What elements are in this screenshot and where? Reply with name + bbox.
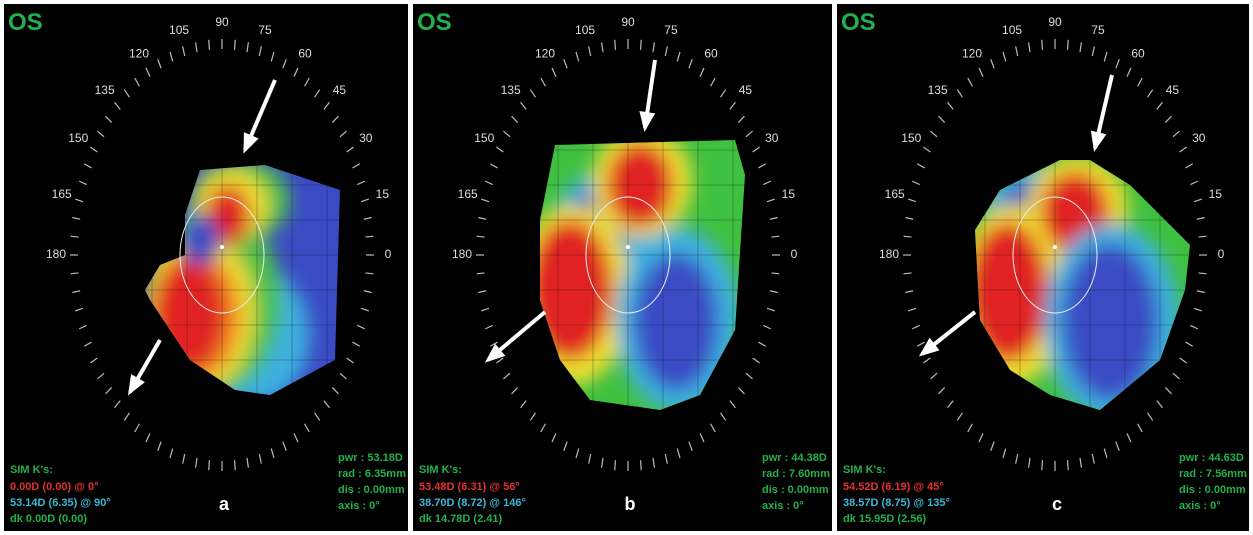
dial-tick xyxy=(1042,460,1043,470)
dial-label: 180 xyxy=(879,247,899,261)
dial-label: 15 xyxy=(1209,187,1223,201)
dial-label: 120 xyxy=(535,46,555,60)
eye-label: OS xyxy=(8,9,43,36)
dial-tick xyxy=(1042,40,1043,50)
dial-label: 30 xyxy=(1192,131,1206,145)
dial-label: 165 xyxy=(52,187,72,201)
dial-label: 30 xyxy=(765,131,779,145)
info-line: pwr : 44.38D xyxy=(762,452,827,464)
dial-label: 90 xyxy=(621,15,635,29)
info-line: rad : 7.56mm xyxy=(1179,468,1247,480)
sim-k-line: 53.48D (6.31) @ 56° xyxy=(419,481,520,493)
dial-tick xyxy=(641,40,642,50)
dial-label: 60 xyxy=(298,46,312,60)
dial-label: 60 xyxy=(1131,46,1145,60)
panel-letter: b xyxy=(625,494,636,514)
sim-k-line: 0.00D (0.00) @ 0° xyxy=(10,481,99,493)
sim-k-line: dk 0.00D (0.00) xyxy=(10,513,87,525)
dial-label: 120 xyxy=(129,46,149,60)
dial-label: 120 xyxy=(962,46,982,60)
sim-k-title: SIM K's: xyxy=(843,464,886,476)
center-mark xyxy=(626,245,630,249)
dial-label: 150 xyxy=(901,131,921,145)
dial-label: 105 xyxy=(169,23,189,37)
dial-label: 180 xyxy=(452,247,472,261)
dial-tick xyxy=(235,460,236,470)
map-zone xyxy=(180,215,220,265)
info-line: axis : 0° xyxy=(338,500,380,512)
dial-label: 90 xyxy=(215,15,229,29)
dial-label: 165 xyxy=(458,187,478,201)
dial-label: 60 xyxy=(704,46,718,60)
dial-label: 180 xyxy=(46,247,66,261)
map-zone xyxy=(634,254,718,390)
dial-label: 90 xyxy=(1048,15,1062,29)
topography-panel: 0 15 30 45 60 75 90 105 120 135 150 165 180 OS SIM K's… xyxy=(837,0,1249,535)
dial-label: 45 xyxy=(739,83,753,97)
dial-label: 45 xyxy=(1166,83,1180,97)
topography-panel: 0 15 30 45 60 75 90 105 120 135 150 165 180 OS SIM K's… xyxy=(4,0,408,535)
dial-label: 45 xyxy=(333,83,347,97)
panel-letter: a xyxy=(219,494,230,514)
dial-tick xyxy=(615,460,616,470)
dial-label: 135 xyxy=(928,83,948,97)
center-mark xyxy=(1053,245,1057,249)
dial-tick xyxy=(641,460,642,470)
sim-k-line: dk 14.78D (2.41) xyxy=(419,513,502,525)
sim-k-title: SIM K's: xyxy=(419,464,462,476)
dial-label: 165 xyxy=(885,187,905,201)
sim-k-line: 38.70D (8.72) @ 146° xyxy=(419,497,526,509)
figure: 0153045607590105120135150165180OSSIM K's… xyxy=(0,0,1253,535)
dial-tick xyxy=(1068,460,1069,470)
sim-k-line: 54.52D (6.19) @ 45° xyxy=(843,481,944,493)
info-line: axis : 0° xyxy=(762,500,804,512)
center-mark xyxy=(220,245,224,249)
dial-label: 150 xyxy=(68,131,88,145)
dial-label: 15 xyxy=(782,187,796,201)
dial-label: 105 xyxy=(1002,23,1022,37)
dial-tick xyxy=(209,460,210,470)
dial-tick xyxy=(209,40,210,50)
sim-k-line: 38.57D (8.75) @ 135° xyxy=(843,497,950,509)
info-line: rad : 7.60mm xyxy=(762,468,830,480)
topography-panel: 0 15 30 45 60 75 90 105 120 135 150 165 180 OS SIM K's… xyxy=(413,0,832,535)
dial-label: 75 xyxy=(1091,23,1105,37)
dial-label: 30 xyxy=(359,131,373,145)
info-line: rad : 6.35mm xyxy=(338,468,406,480)
info-line: pwr : 44.63D xyxy=(1179,452,1244,464)
info-line: pwr : 53.18D xyxy=(338,452,403,464)
dial-label: 0 xyxy=(1218,247,1225,261)
dial-label: 75 xyxy=(664,23,678,37)
info-line: dis : 0.00mm xyxy=(762,484,829,496)
dial-label: 135 xyxy=(95,83,115,97)
eye-label: OS xyxy=(841,9,876,36)
sim-k-line: dk 15.95D (2.56) xyxy=(843,513,926,525)
dial-tick xyxy=(615,40,616,50)
eye-label: OS xyxy=(417,9,452,36)
dial-label: 0 xyxy=(791,247,798,261)
dial-tick xyxy=(235,40,236,50)
info-line: dis : 0.00mm xyxy=(1179,484,1246,496)
panel-letter: c xyxy=(1052,494,1062,514)
sim-k-title: SIM K's: xyxy=(10,464,53,476)
dial-label: 150 xyxy=(474,131,494,145)
dial-label: 105 xyxy=(575,23,595,37)
dial-label: 75 xyxy=(258,23,272,37)
dial-label: 15 xyxy=(376,187,390,201)
info-line: dis : 0.00mm xyxy=(338,484,405,496)
sim-k-line: 53.14D (6.35) @ 90° xyxy=(10,497,111,509)
dial-tick xyxy=(1068,40,1069,50)
dial-label: 0 xyxy=(385,247,392,261)
dial-label: 135 xyxy=(501,83,521,97)
info-line: axis : 0° xyxy=(1179,500,1221,512)
